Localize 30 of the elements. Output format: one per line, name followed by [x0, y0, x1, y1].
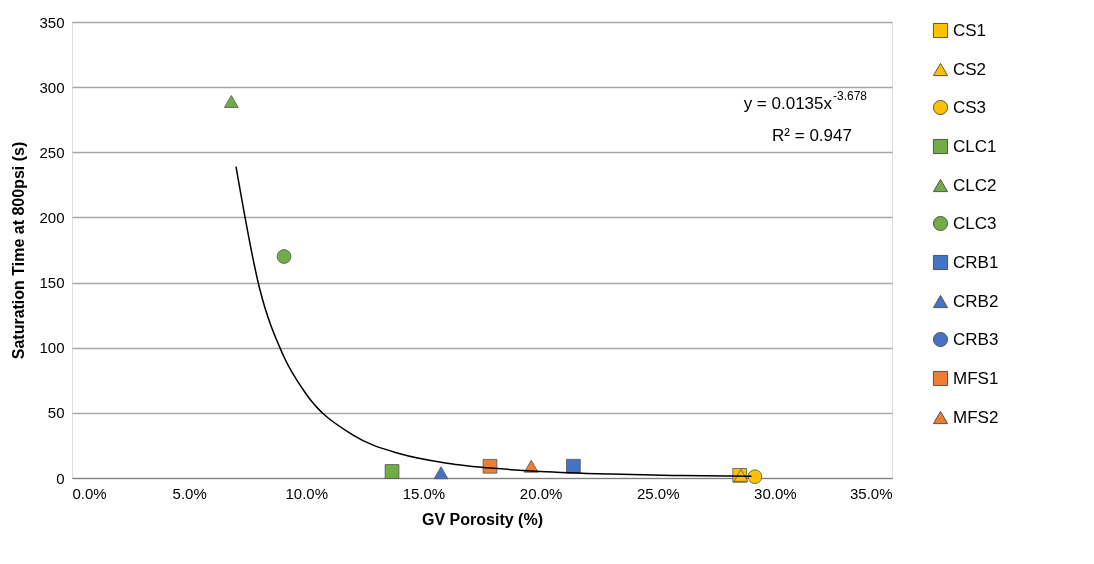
- x-tick-label: 0.0%: [72, 484, 107, 502]
- y-tick-label: 100: [39, 339, 65, 357]
- legend-label: CLC2: [953, 175, 997, 195]
- legend-label: MFS2: [953, 407, 999, 427]
- legend-label: CS2: [953, 59, 987, 79]
- x-tick-label: 10.0%: [285, 484, 329, 502]
- y-tick-label: 300: [39, 78, 65, 96]
- legend-label: CRB2: [953, 291, 999, 311]
- legend-label: CS3: [953, 97, 987, 117]
- annotation: R² = 0.947: [772, 126, 852, 145]
- y-tick-label: 200: [39, 208, 65, 226]
- x-tick-label: 35.0%: [849, 484, 893, 502]
- x-axis-title: GV Porosity (%): [422, 510, 543, 528]
- y-tick-label: 250: [39, 143, 65, 161]
- y-axis-title: Saturation Time at 800psi (s): [10, 141, 28, 360]
- x-tick-label: 5.0%: [172, 484, 207, 502]
- legend-label: CRB1: [953, 252, 999, 272]
- legend-label: CRB3: [953, 329, 999, 349]
- x-tick-label: 30.0%: [754, 484, 797, 502]
- legend-label: CLC3: [953, 213, 997, 233]
- y-tick-label: 50: [47, 404, 65, 422]
- x-tick-label: 25.0%: [636, 484, 680, 502]
- y-tick-label: 0: [56, 469, 65, 487]
- x-tick-label: 20.0%: [519, 484, 563, 502]
- legend-label: CS1: [953, 20, 987, 40]
- x-tick-label: 15.0%: [402, 484, 446, 502]
- y-tick-label: 350: [39, 13, 65, 31]
- legend-label: CLC1: [953, 136, 997, 156]
- y-tick-label: 150: [39, 274, 65, 292]
- legend-label: MFS1: [953, 368, 999, 388]
